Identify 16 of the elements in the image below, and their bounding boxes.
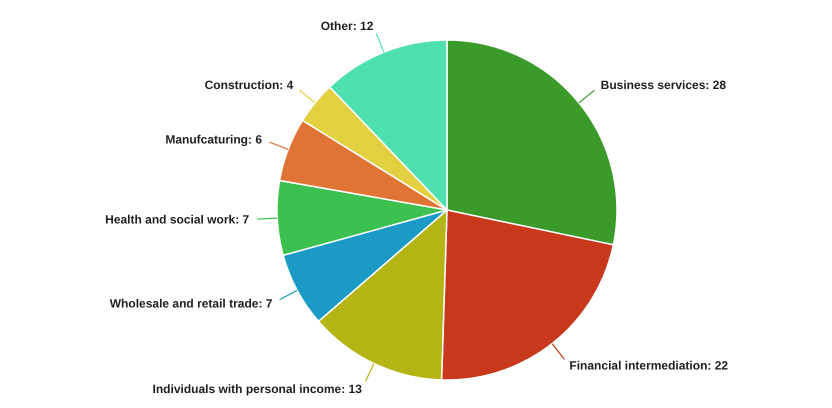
data-label: : 28 xyxy=(705,78,726,92)
slice-label: Business services xyxy=(600,78,706,92)
data-label: : 4 xyxy=(279,78,294,92)
slice-label: Other xyxy=(320,19,354,34)
data-label: : 13 xyxy=(341,382,362,396)
slice-label: Individuals with personal income xyxy=(152,382,342,396)
slice-label: Wholesale and retail trade xyxy=(110,296,259,311)
data-label: : 7 xyxy=(235,212,250,226)
slice-label: Financial intermediation xyxy=(569,358,708,373)
data-label: : 12 xyxy=(352,19,374,34)
data-label: : 7 xyxy=(258,296,273,311)
data-label: : 6 xyxy=(248,132,262,146)
slice-label: Manufcaturing xyxy=(165,132,248,146)
data-label: : 22 xyxy=(707,358,728,373)
slice-label: Construction xyxy=(204,78,280,92)
slice-label: Health and social work xyxy=(105,212,236,226)
